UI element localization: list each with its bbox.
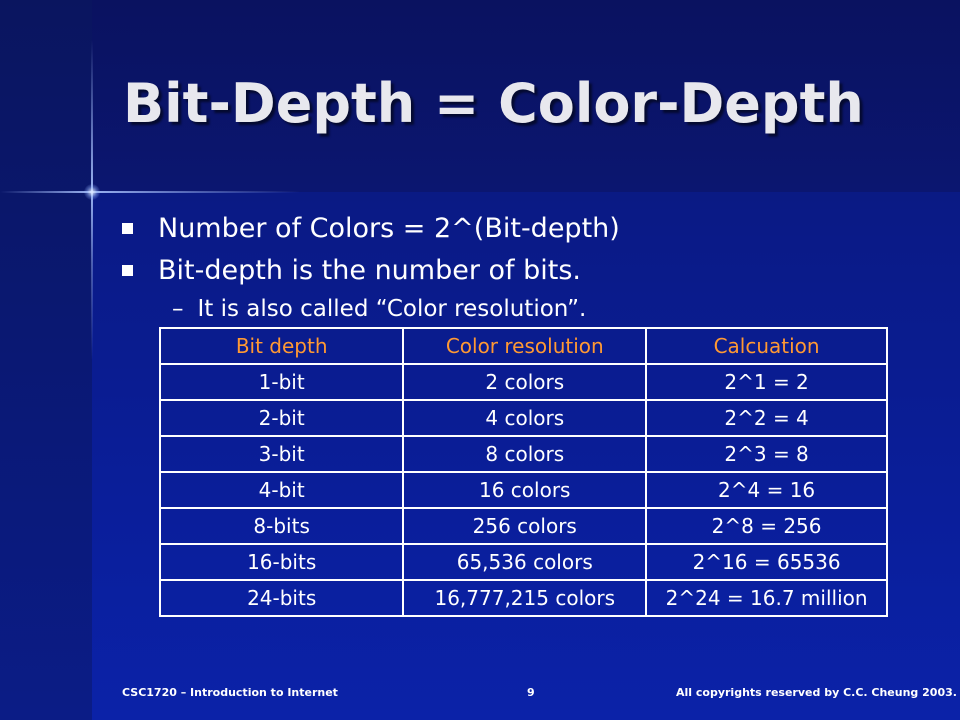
bullet-text: Bit-depth is the number of bits. — [158, 255, 582, 286]
table-cell: 2^16 = 65536 — [645, 543, 888, 581]
background-title-band — [92, 0, 960, 192]
bullet-item: Bit-depth is the number of bits. — [122, 255, 581, 286]
bullet-square-icon — [122, 265, 133, 276]
table-cell: 16 colors — [402, 471, 648, 509]
bit-depth-table: Bit depth Color resolution Calcuation 1-… — [158, 327, 888, 617]
column-header: Bit depth — [158, 327, 405, 365]
table-cell: 4 colors — [402, 399, 648, 437]
table-cell: 2^3 = 8 — [645, 435, 888, 473]
slide-title: Bit-Depth = Color-Depth — [123, 72, 864, 135]
table-cell: 65,536 colors — [402, 543, 648, 581]
table-cell: 8-bits — [158, 507, 405, 545]
bullet-square-icon — [122, 223, 133, 234]
footer-page-number: 9 — [527, 686, 535, 699]
table-cell: 2^4 = 16 — [645, 471, 888, 509]
table-cell: 2^8 = 256 — [645, 507, 888, 545]
table-cell: 1-bit — [158, 363, 405, 401]
table-row: 16-bits 65,536 colors 2^16 = 65536 — [158, 543, 888, 581]
table-row: 24-bits 16,777,215 colors 2^24 = 16.7 mi… — [158, 579, 888, 617]
light-flare-horizontal — [0, 191, 300, 193]
sub-bullet-item: – It is also called “Color resolution”. — [172, 296, 586, 322]
table-cell: 16-bits — [158, 543, 405, 581]
light-flare-center — [84, 184, 100, 200]
footer-course-label: CSC1720 – Introduction to Internet — [122, 686, 338, 699]
table-cell: 2^24 = 16.7 million — [645, 579, 888, 617]
table-cell: 24-bits — [158, 579, 405, 617]
bullet-text: Number of Colors = 2^(Bit-depth) — [158, 213, 620, 244]
table-cell: 3-bit — [158, 435, 405, 473]
column-header: Calcuation — [645, 327, 888, 365]
sub-bullet-text: It is also called “Color resolution”. — [197, 296, 587, 322]
table-cell: 8 colors — [402, 435, 648, 473]
table-row: 3-bit 8 colors 2^3 = 8 — [158, 435, 888, 473]
table-cell: 2 colors — [402, 363, 648, 401]
table-cell: 4-bit — [158, 471, 405, 509]
table-row: 4-bit 16 colors 2^4 = 16 — [158, 471, 888, 509]
column-header: Color resolution — [402, 327, 648, 365]
table-cell: 2^1 = 2 — [645, 363, 888, 401]
table-cell: 16,777,215 colors — [402, 579, 648, 617]
background-left-band — [0, 0, 92, 720]
table-header-row: Bit depth Color resolution Calcuation — [158, 327, 888, 365]
table-cell: 2-bit — [158, 399, 405, 437]
table-cell: 256 colors — [402, 507, 648, 545]
table-cell: 2^2 = 4 — [645, 399, 888, 437]
table-row: 1-bit 2 colors 2^1 = 2 — [158, 363, 888, 401]
table-row: 8-bits 256 colors 2^8 = 256 — [158, 507, 888, 545]
bullet-item: Number of Colors = 2^(Bit-depth) — [122, 213, 620, 244]
footer-copyright: All copyrights reserved by C.C. Cheung 2… — [676, 686, 957, 699]
light-flare-vertical — [91, 40, 93, 360]
table-row: 2-bit 4 colors 2^2 = 4 — [158, 399, 888, 437]
sub-bullet-dash: – — [172, 296, 184, 322]
